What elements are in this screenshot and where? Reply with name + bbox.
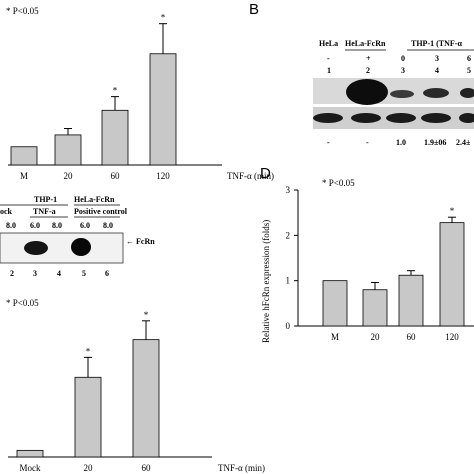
panel-b-treatment: + xyxy=(366,54,371,63)
panel-e-bars: Mock * 20 * 60 xyxy=(16,310,160,473)
panel-b-quant-row: - - 1.0 1.9±06 2.4± xyxy=(327,138,471,147)
panel-b-header-thp1: THP-1 (TNF-α xyxy=(411,39,462,48)
panel-b-header-hela-fcrn: HeLa-FcRn xyxy=(345,39,386,48)
panel-b-treatment: 3 xyxy=(435,54,439,63)
panel-e-xlabel: TNF-α (min) xyxy=(218,463,265,473)
panel-c-sub-mock: ock xyxy=(0,207,13,216)
panel-c-lane: 2 xyxy=(10,269,14,278)
panel-d-letter: D xyxy=(260,165,271,182)
panel-b-band xyxy=(313,113,343,123)
panel-b-band xyxy=(459,113,474,123)
panel-b-quant: 1.0 xyxy=(396,138,406,147)
panel-d-bar xyxy=(362,289,388,327)
panel-d-y-tick-label: 2 xyxy=(286,230,291,240)
panel-c-lane: 3 xyxy=(33,269,37,278)
panel-c-sub-tnf: TNF-a xyxy=(33,207,56,216)
panel-e-x-tick-label: Mock xyxy=(20,463,41,473)
panel-c-group-right: HeLa-FcRn xyxy=(74,195,115,204)
panel-a-x-tick-label: 20 xyxy=(64,171,74,181)
panel-c-lane: 5 xyxy=(82,269,86,278)
panel-d: D * P<0.05 Relative hFcRn expression (fo… xyxy=(260,165,474,343)
panel-c-ph: 8.0 xyxy=(52,221,62,230)
panel-d-x-tick-label: 120 xyxy=(445,332,459,342)
panel-e-bar xyxy=(132,339,160,458)
panel-a-bar xyxy=(10,146,38,166)
panel-b-lane-number: 3 xyxy=(401,66,405,75)
panel-c-band-label: ← FcRn xyxy=(126,237,155,246)
panel-d-bar xyxy=(439,222,465,327)
panel-b-band xyxy=(351,113,381,123)
panel-b-header-hela: HeLa xyxy=(319,39,338,48)
panel-a-xlabel: TNF-α (min) xyxy=(227,171,274,181)
panel-b-band xyxy=(346,79,388,105)
panel-d-x-tick-label: 20 xyxy=(371,332,381,342)
panel-a-x-tick-label: M xyxy=(20,171,28,181)
panel-c-lane: 6 xyxy=(105,269,109,278)
panel-d-y-ticks: 0 1 2 3 xyxy=(286,185,298,331)
panel-b-band xyxy=(423,88,449,98)
panel-e: * P<0.05 Mock * 20 * 60 TNF-α (min) xyxy=(6,298,265,473)
panel-b-treatment-row: - + 0 3 6 xyxy=(327,54,471,63)
panel-c-blot xyxy=(0,232,124,264)
panel-c-group-left: THP-1 xyxy=(34,195,57,204)
panel-a-x-tick-label: 60 xyxy=(111,171,121,181)
panel-e-x-tick-label: 20 xyxy=(84,463,94,473)
panel-a-significance-star: * xyxy=(113,86,118,96)
panel-b-lane-number: 2 xyxy=(366,66,370,75)
panel-a-significance-star: * xyxy=(161,13,166,23)
panel-b-band xyxy=(390,90,414,98)
panel-b-band xyxy=(386,113,416,123)
panel-c-lane: 4 xyxy=(57,269,61,278)
panel-b-lane-number: 1 xyxy=(327,66,331,75)
panel-d-x-tick-label: M xyxy=(331,332,339,342)
panel-c-ph: 6.0 xyxy=(30,221,40,230)
panel-c-ph: 8.0 xyxy=(103,221,113,230)
panel-e-bar xyxy=(16,449,44,458)
panel-c-sub-positive: Positive control xyxy=(74,207,128,216)
panel-e-bar xyxy=(74,376,102,458)
panel-d-significance-star: * xyxy=(450,206,455,216)
panel-d-bar xyxy=(398,274,424,327)
panel-b-lane-number: 4 xyxy=(435,66,439,75)
panel-e-significance-star: * xyxy=(86,346,91,356)
panel-b-lane-number: 5 xyxy=(467,66,471,75)
panel-b-quant: - xyxy=(366,138,369,147)
panel-d-x-tick-label: 60 xyxy=(407,332,417,342)
panel-d-significance: * P<0.05 xyxy=(322,178,355,188)
panel-b-treatment: 0 xyxy=(401,54,405,63)
panel-b-lane-row: 1 2 3 4 5 xyxy=(327,66,471,75)
panel-c-ph: 8.0 xyxy=(6,221,16,230)
panel-d-bars: M 20 60 * 120 xyxy=(322,206,465,342)
panel-b-treatment: 6 xyxy=(467,54,471,63)
panel-b-quant: - xyxy=(327,138,330,147)
panel-b-blot-fcrn xyxy=(313,78,474,104)
panel-d-y-tick-label: 0 xyxy=(286,321,291,331)
panel-c-ph: 6.0 xyxy=(80,221,90,230)
panel-b-quant: 1.9±06 xyxy=(424,138,446,147)
panel-a-bar xyxy=(149,53,177,166)
panel-a: * P<0.05 M 20 * 60 * 120 TNF-α (min) xyxy=(6,6,274,181)
panel-b: B HeLa HeLa-FcRn THP-1 (TNF-α - + 0 3 6 … xyxy=(249,1,474,147)
panel-d-ylabel: Relative hFcRn expression (folds) xyxy=(261,220,271,343)
panel-e-significance-star: * xyxy=(144,310,149,320)
panel-d-y-tick-label: 3 xyxy=(286,185,291,195)
panel-a-x-tick-label: 120 xyxy=(156,171,170,181)
panel-a-significance: * P<0.05 xyxy=(6,6,39,16)
panel-a-bar xyxy=(54,134,82,166)
panel-b-band xyxy=(421,113,451,123)
panel-e-significance: * P<0.05 xyxy=(6,298,39,308)
panel-b-band xyxy=(460,88,474,98)
panel-a-bar xyxy=(101,109,129,166)
panel-c-band xyxy=(71,238,91,256)
panel-a-bars: M 20 * 60 * 120 xyxy=(10,13,177,181)
panel-b-quant: 2.4± xyxy=(456,138,471,147)
panel-d-bar xyxy=(322,280,348,327)
panel-e-x-tick-label: 60 xyxy=(142,463,152,473)
panel-c: THP-1 HeLa-FcRn ock TNF-a Positive contr… xyxy=(0,195,155,278)
panel-b-treatment: - xyxy=(327,54,330,63)
panel-b-letter: B xyxy=(249,1,259,18)
panel-d-y-tick-label: 1 xyxy=(286,276,291,286)
panel-c-band xyxy=(24,241,48,255)
